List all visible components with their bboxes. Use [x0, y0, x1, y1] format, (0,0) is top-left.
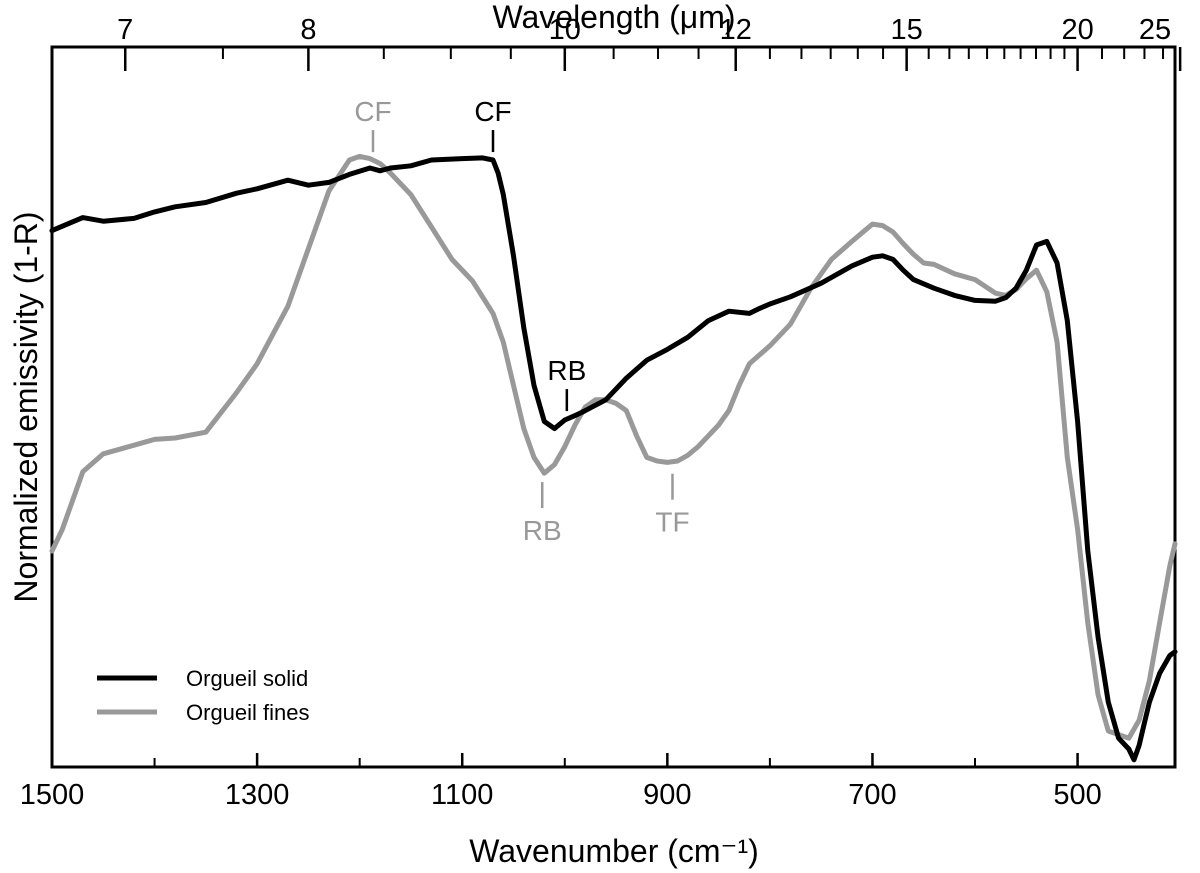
plot-frame: [50, 45, 1177, 769]
legend: Orgueil solid Orgueil fines: [97, 666, 310, 725]
x-tick-label: 900: [643, 779, 691, 811]
legend-label-fines: Orgueil fines: [186, 700, 310, 725]
bottom-axis: 1500 1300 1100 900 700 500: [20, 753, 1102, 811]
top-tick-label: 25: [1139, 14, 1171, 46]
top-axis: 7 8 10 12 15 20 25: [117, 14, 1182, 71]
top-axis-title: Wavelength (μm): [492, 0, 735, 35]
annotations: CF CF RB RB TF: [354, 96, 689, 546]
series-layer: [49, 153, 1178, 763]
legend-label-solid: Orgueil solid: [186, 666, 308, 691]
x-axis-title: Wavenumber (cm⁻¹): [469, 833, 759, 869]
x-tick-label: 1100: [431, 779, 493, 811]
series-line-orgueil-fines: [49, 153, 1178, 741]
x-tick-label: 1500: [20, 779, 85, 811]
x-tick-label: 700: [848, 779, 896, 811]
annotation-label: TF: [655, 507, 689, 538]
top-tick-label: 8: [300, 14, 316, 46]
y-axis-title: Normalized emissivity (1-R): [8, 211, 44, 602]
top-tick-label: 20: [1061, 14, 1093, 46]
annotation-label: CF: [474, 96, 511, 127]
top-tick-label: 15: [891, 14, 923, 46]
x-tick-label: 1300: [225, 779, 290, 811]
annotation-label: CF: [354, 96, 391, 127]
series-line-orgueil-solid: [49, 155, 1178, 763]
top-tick-label: 12: [720, 14, 752, 46]
top-tick-label: 7: [117, 14, 133, 46]
annotation-label: RB: [547, 355, 586, 386]
top-tick-label: 10: [549, 14, 581, 46]
x-tick-label: 500: [1053, 779, 1101, 811]
annotation-label: RB: [523, 515, 562, 546]
